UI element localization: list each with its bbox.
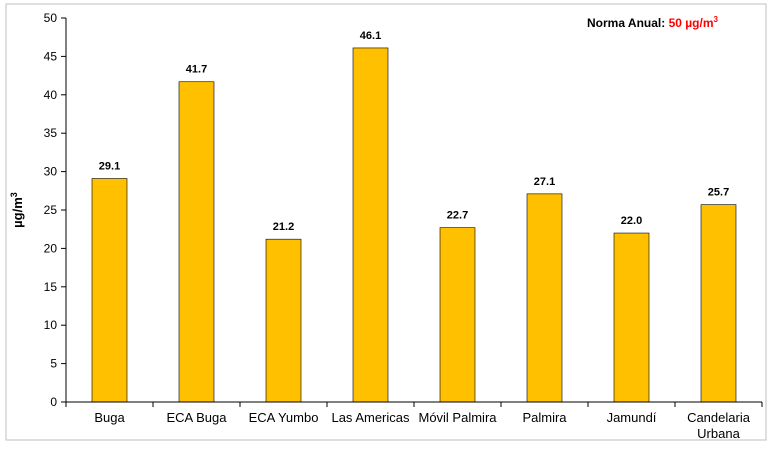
x-tick-label: Jamundí (607, 410, 657, 425)
y-tick-label: 35 (44, 126, 58, 140)
y-axis-title: µg/m3 (9, 192, 25, 228)
x-tick-label: Palmira (522, 410, 567, 425)
y-tick-label: 25 (44, 203, 58, 217)
bar (353, 48, 388, 402)
y-tick-label: 40 (44, 88, 58, 102)
bar-value-label: 25.7 (708, 187, 729, 199)
y-tick-label: 10 (44, 318, 58, 332)
y-tick-label: 30 (44, 165, 58, 179)
x-tick-label: Buga (94, 410, 125, 425)
x-axis: Buga ECA Buga ECA Yumbo Las Americas Móvil P… (66, 402, 762, 441)
y-tick-label: 20 (44, 241, 58, 255)
bar (179, 82, 214, 402)
norma-annotation: Norma Anual: 50 µg/m3 (587, 15, 719, 30)
x-tick-label: ECA Yumbo (249, 410, 319, 425)
x-tick-label: Las Americas (331, 410, 410, 425)
y-tick-label: 15 (44, 280, 58, 294)
bar (527, 194, 562, 402)
bar-value-label: 22.7 (447, 210, 468, 222)
x-tick-label: Móvil Palmira (418, 410, 497, 425)
bar (266, 239, 301, 402)
bar-value-label: 29.1 (99, 161, 120, 173)
bar (92, 179, 127, 402)
y-tick-label: 50 (44, 11, 58, 25)
norma-value: 50 µg/m (669, 16, 714, 30)
bar (440, 228, 475, 402)
bar (701, 205, 736, 402)
y-tick-label: 0 (50, 395, 57, 409)
bar-value-label: 21.2 (273, 221, 294, 233)
bar-value-label: 22.0 (621, 215, 642, 227)
bar-value-label: 46.1 (360, 30, 381, 42)
y-axis: 0 5 10 15 20 25 30 35 40 45 50 (44, 11, 66, 409)
bars: 29.1 41.7 21.2 46.1 22.7 27.1 22.0 25.7 (92, 30, 736, 402)
y-tick-label: 45 (44, 49, 58, 63)
norma-prefix: Norma Anual: (587, 16, 669, 30)
norma-superscript: 3 (714, 15, 719, 24)
x-tick-label: Candelaria Urbana (687, 410, 751, 441)
bar-value-label: 27.1 (534, 176, 555, 188)
x-tick-label: ECA Buga (167, 410, 228, 425)
y-tick-label: 5 (50, 357, 57, 371)
bar (614, 233, 649, 402)
bar-value-label: 41.7 (186, 64, 207, 76)
